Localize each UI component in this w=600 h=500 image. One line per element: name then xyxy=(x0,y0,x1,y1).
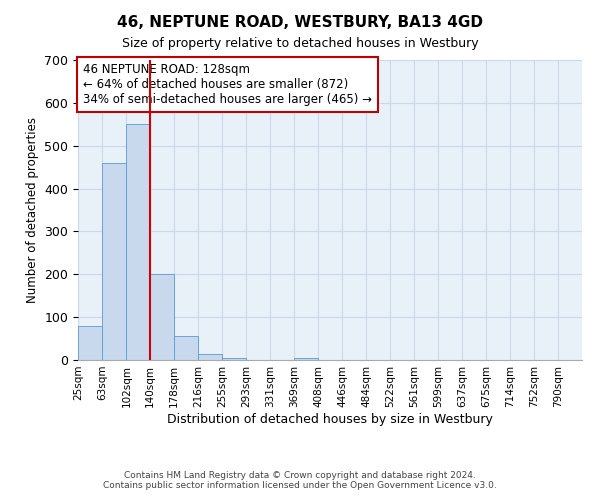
Text: 46 NEPTUNE ROAD: 128sqm
← 64% of detached houses are smaller (872)
34% of semi-d: 46 NEPTUNE ROAD: 128sqm ← 64% of detache… xyxy=(83,63,372,106)
Text: Contains HM Land Registry data © Crown copyright and database right 2024.
Contai: Contains HM Land Registry data © Crown c… xyxy=(103,470,497,490)
Text: 46, NEPTUNE ROAD, WESTBURY, BA13 4GD: 46, NEPTUNE ROAD, WESTBURY, BA13 4GD xyxy=(117,15,483,30)
X-axis label: Distribution of detached houses by size in Westbury: Distribution of detached houses by size … xyxy=(167,412,493,426)
Bar xyxy=(223,358,246,360)
Bar xyxy=(150,274,174,360)
Text: Size of property relative to detached houses in Westbury: Size of property relative to detached ho… xyxy=(122,38,478,51)
Bar xyxy=(78,326,102,360)
Bar xyxy=(127,124,150,360)
Bar xyxy=(102,163,127,360)
Bar xyxy=(198,354,223,360)
Bar xyxy=(294,358,319,360)
Y-axis label: Number of detached properties: Number of detached properties xyxy=(26,117,39,303)
Bar xyxy=(174,336,198,360)
